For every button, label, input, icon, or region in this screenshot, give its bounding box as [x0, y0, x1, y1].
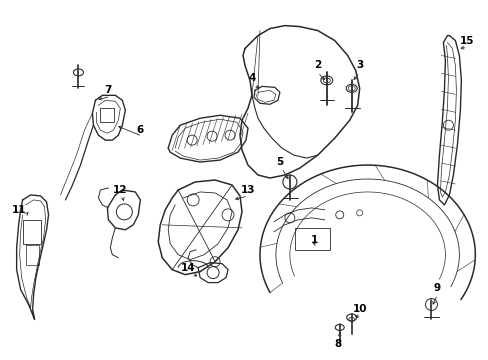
Text: 8: 8	[333, 339, 341, 349]
Text: 13: 13	[240, 185, 255, 195]
Text: 4: 4	[248, 73, 255, 84]
Bar	[22, 220, 41, 244]
Text: 10: 10	[352, 305, 366, 315]
Text: 11: 11	[11, 205, 26, 215]
Text: 14: 14	[181, 263, 195, 273]
Text: 3: 3	[355, 60, 363, 71]
Text: 15: 15	[459, 36, 474, 46]
Bar	[294, 228, 329, 250]
Text: 7: 7	[104, 85, 112, 95]
Text: 9: 9	[433, 283, 440, 293]
Text: 2: 2	[313, 60, 321, 71]
Text: 12: 12	[113, 185, 127, 195]
Bar	[100, 108, 114, 122]
Text: 5: 5	[276, 157, 283, 167]
Text: 6: 6	[136, 125, 143, 135]
Text: 1: 1	[310, 235, 318, 245]
